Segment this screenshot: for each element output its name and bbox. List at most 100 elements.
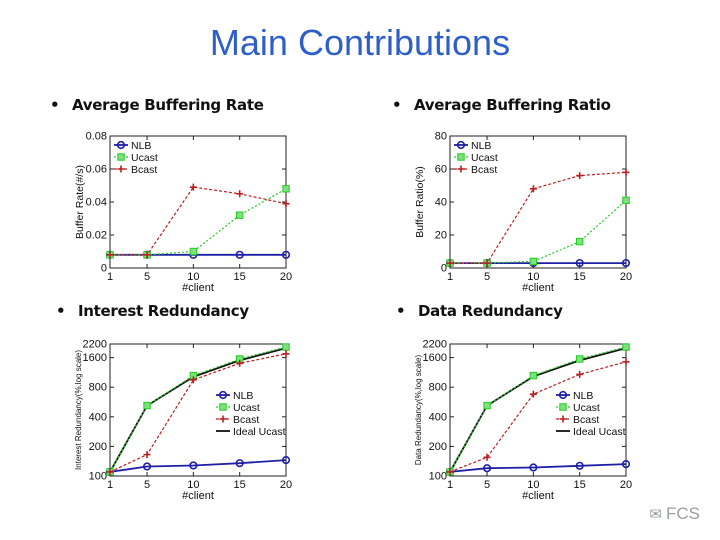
- legend-label-nlb: NLB: [131, 140, 151, 152]
- y-tick-label: 40: [435, 197, 447, 209]
- y-tick-label: 2200: [83, 339, 107, 351]
- x-tick-label: 20: [280, 479, 292, 491]
- series-line-ucast: [110, 188, 287, 256]
- series-line-nlb: [109, 459, 287, 473]
- y-tick-label: 200: [429, 441, 447, 453]
- legend-label-nlb: NLB: [573, 390, 593, 402]
- legend-marker-nlb: [116, 140, 126, 150]
- point-ucast: [235, 211, 244, 219]
- point-bcast: [189, 183, 197, 191]
- y-tick-label: 200: [89, 441, 107, 453]
- point-ucast: [282, 343, 290, 351]
- y-tick-label: 80: [435, 131, 447, 143]
- series-line-bcast: [110, 186, 287, 256]
- slide-title: Main Contributions: [209, 22, 511, 63]
- legend-label-nlb: NLB: [233, 390, 253, 402]
- bullet-label: Average Buffering Ratio: [414, 96, 611, 114]
- point-nlb: [235, 250, 244, 259]
- bullet-interest-redundancy: • Interest Redundancy: [56, 302, 249, 320]
- plot-area: [109, 135, 287, 269]
- x-tick-label: 20: [620, 479, 632, 491]
- point-bcast: [446, 468, 454, 476]
- point-bcast: [106, 251, 114, 259]
- x-tick-label: 15: [574, 271, 586, 283]
- y-tick-label: 0.08: [86, 131, 107, 143]
- x-tick-label: 5: [144, 271, 150, 283]
- x-axis-label: #client: [182, 282, 214, 294]
- legend-label-nlb: NLB: [471, 140, 491, 152]
- point-bcast: [143, 451, 151, 459]
- x-tick-label: 5: [484, 271, 490, 283]
- legend-marker-ucast: [559, 403, 567, 411]
- legend-marker-nlb: [456, 140, 466, 150]
- point-bcast: [236, 359, 244, 367]
- y-tick-label: 400: [429, 411, 447, 423]
- x-axis-label: #client: [522, 282, 554, 294]
- x-tick-label: 1: [107, 271, 113, 283]
- y-axis-label: Interest Redundancy(%,log scale): [74, 350, 83, 470]
- x-tick-label: 20: [280, 271, 292, 283]
- point-bcast: [483, 453, 491, 461]
- y-tick-label: 1600: [83, 352, 107, 364]
- x-tick-label: 5: [484, 479, 490, 491]
- plot-area: [449, 343, 627, 477]
- x-tick-label: 5: [144, 479, 150, 491]
- series-line-ucast: [450, 199, 627, 264]
- x-tick-label: 1: [447, 479, 453, 491]
- point-ucast: [622, 196, 630, 205]
- x-tick-label: 15: [234, 479, 246, 491]
- bullet-buffering-rate: • Average Buffering Rate: [50, 96, 264, 114]
- point-bcast: [576, 370, 584, 378]
- x-axis-label: #client: [522, 490, 554, 502]
- y-tick-label: 800: [89, 382, 107, 394]
- point-nlb: [575, 258, 584, 268]
- legend-label-ucast: Ucast: [471, 152, 498, 164]
- x-tick-label: 10: [527, 271, 539, 283]
- y-tick-label: 100: [429, 471, 447, 483]
- point-ucast: [143, 401, 151, 410]
- y-tick-label: 0.02: [86, 230, 107, 242]
- x-tick-label: 15: [574, 479, 586, 491]
- y-axis-label: Data Redundancy(%,log scale): [414, 355, 423, 466]
- point-nlb: [575, 461, 584, 470]
- watermark: ✉ FCS: [649, 504, 700, 524]
- point-bcast: [446, 259, 454, 267]
- legend-marker-nlb: [558, 390, 568, 400]
- bullet-label: Average Buffering Rate: [72, 96, 264, 114]
- legend-label-bcast: Bcast: [471, 164, 497, 176]
- point-nlb: [235, 459, 244, 468]
- point-nlb: [281, 456, 291, 465]
- point-ucast: [575, 355, 584, 363]
- x-tick-label: 1: [447, 271, 453, 283]
- point-bcast: [236, 190, 244, 198]
- x-tick-label: 10: [527, 479, 539, 491]
- x-tick-label: 10: [187, 271, 199, 283]
- y-axis-label: Buffer Rate(#/s): [74, 165, 86, 239]
- watermark-label: FCS: [666, 504, 700, 523]
- point-bcast: [189, 376, 197, 384]
- y-tick-label: 20: [435, 230, 447, 242]
- legend-marker-bcast: [457, 165, 465, 173]
- legend-marker-ucast: [117, 153, 125, 161]
- point-bcast: [529, 390, 537, 398]
- x-tick-label: 15: [234, 271, 246, 283]
- point-ucast: [282, 185, 290, 193]
- bullet-label: Data Redundancy: [418, 302, 563, 320]
- point-bcast: [106, 468, 114, 476]
- point-ucast: [189, 247, 198, 256]
- y-tick-label: 0.04: [86, 197, 107, 209]
- y-tick-label: 60: [435, 164, 447, 176]
- point-nlb: [621, 258, 631, 268]
- x-tick-label: 1: [107, 479, 113, 491]
- y-tick-label: 0: [441, 263, 447, 275]
- point-ucast: [622, 343, 630, 351]
- point-ucast: [575, 237, 584, 246]
- plot-area: [109, 343, 287, 477]
- legend-marker-bcast: [219, 415, 227, 423]
- point-ucast: [529, 371, 538, 380]
- point-bcast: [622, 358, 630, 366]
